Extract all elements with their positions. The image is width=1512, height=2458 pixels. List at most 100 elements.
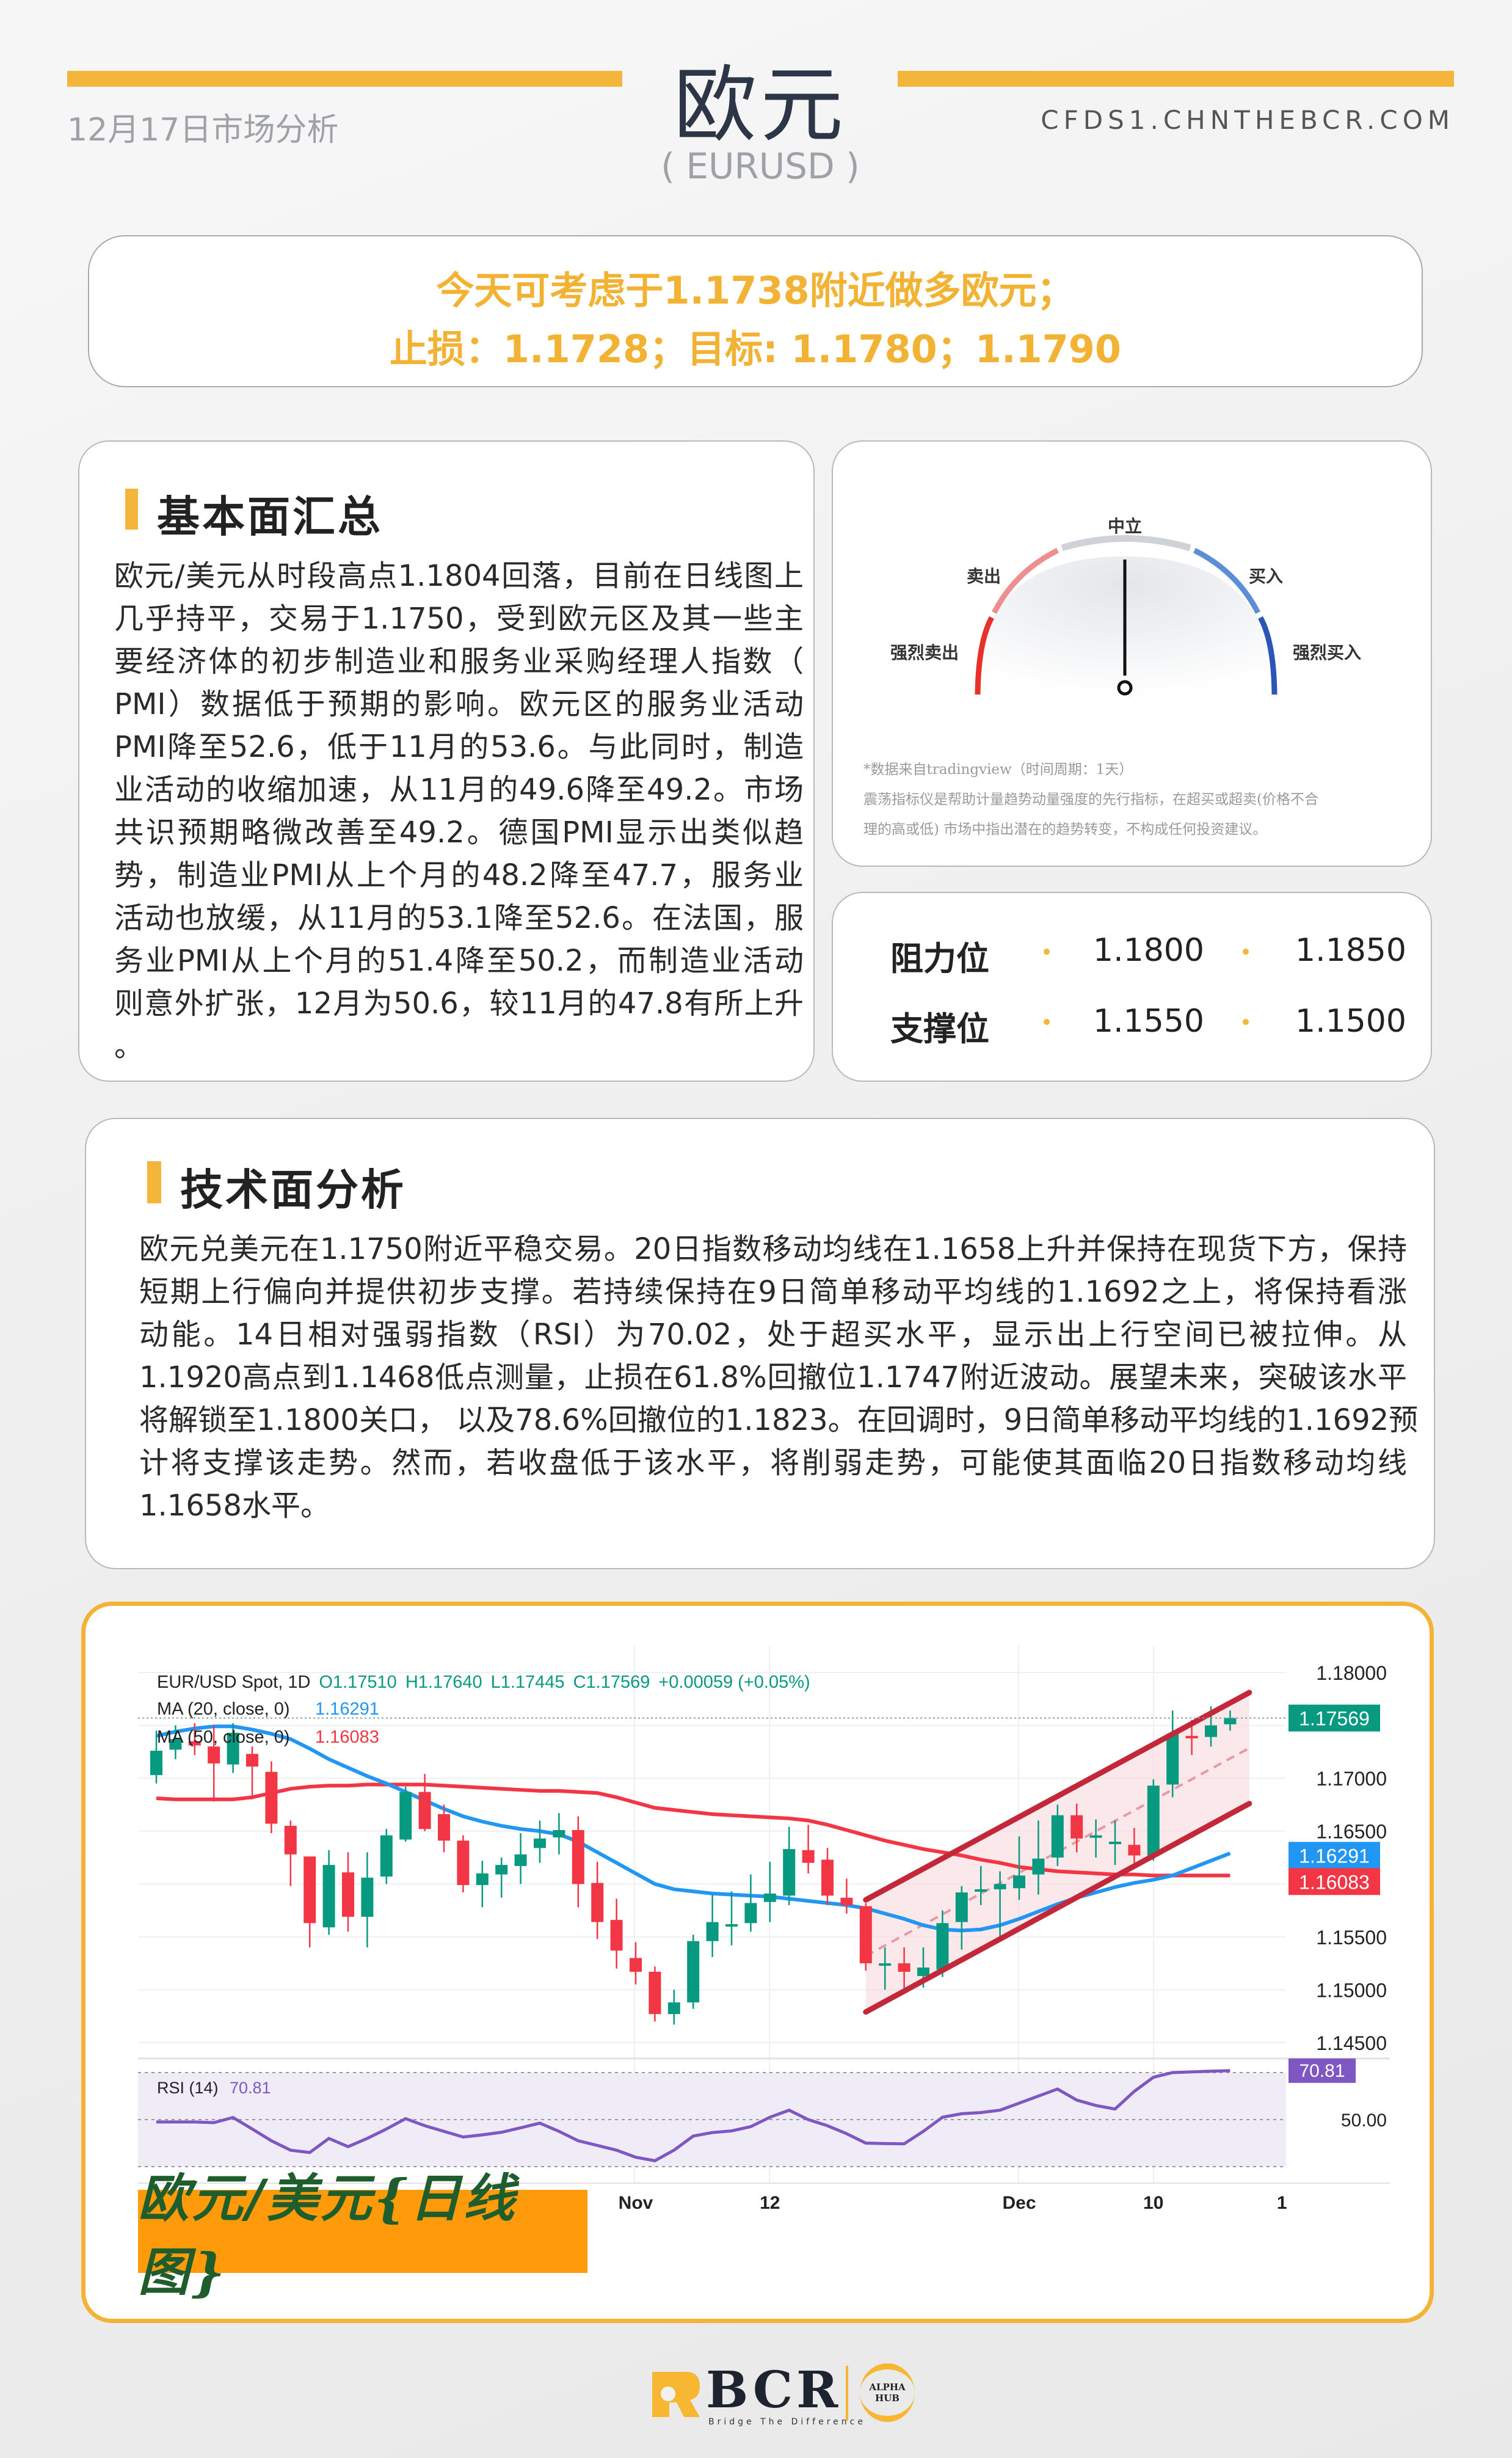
bcr-wordmark: BCR — [706, 2361, 842, 2420]
candle-body — [994, 1884, 1006, 1889]
alpha-hub-badge: ALPHA HUB — [860, 2363, 915, 2422]
chart-caption-text: 欧元/美元{日线图} — [138, 2168, 517, 2302]
x-tick-label: 1 — [1277, 2193, 1287, 2213]
channel-lower-line — [863, 1801, 1252, 2015]
candle-body — [840, 1897, 853, 1905]
candle-body — [725, 1924, 738, 1927]
y-tick-label: 1.15500 — [1316, 1927, 1387, 1949]
technical-heading: 技术面分析 — [180, 1165, 406, 1215]
ma20-badge: 1.16291 — [1299, 1845, 1370, 1867]
fundamentals-heading: 基本面汇总 — [157, 492, 383, 542]
x-tick-label: Nov — [619, 2193, 653, 2213]
x-tick-label: 10 — [1143, 2193, 1163, 2213]
candle-body — [380, 1835, 393, 1877]
ma20-line — [156, 1724, 1231, 1933]
candle-body — [322, 1865, 335, 1928]
candle-body — [744, 1903, 757, 1924]
candle-body — [821, 1859, 834, 1896]
gauge-arc-buy — [1193, 547, 1261, 614]
candle-body — [630, 1958, 642, 1972]
candle-body — [1109, 1842, 1121, 1845]
page-subtitle: ( EURUSD ) — [661, 145, 860, 187]
legend-h: H1.17640 — [405, 1672, 482, 1692]
candle-body — [246, 1754, 258, 1767]
candle-body — [1205, 1725, 1217, 1737]
candle-body — [534, 1838, 546, 1848]
ma50-badge-bg — [1288, 1868, 1380, 1895]
gauge-source-note: *数据来自tradingview（时间周期：1天） — [863, 762, 1133, 778]
y-tick-label: 1.17000 — [1316, 1768, 1387, 1790]
technical-text: 欧元兑美元在1.1750附近平稳交易。20日指数移动均线在1.1658上升并保持… — [139, 1228, 1418, 1527]
candle-body — [898, 1963, 910, 1972]
candle-body — [1224, 1718, 1237, 1724]
bullet-icon — [1243, 1019, 1249, 1025]
candle-body — [1070, 1815, 1083, 1839]
candle-body — [1166, 1734, 1179, 1785]
paragraph-line: 势，制造业PMI从上个月的48.2降至47.7，服务业 — [114, 858, 804, 892]
legend-c: C1.17569 — [573, 1672, 650, 1692]
bcr-logo: BCR Bridge The Difference ALPHA HUB — [652, 2361, 921, 2428]
gauge-label-strong-sell: 强烈卖出 — [890, 643, 959, 663]
paragraph-line: 1.1920高点到1.1468低点测量，止损在61.8%回撤位1.1747附近波… — [139, 1360, 1407, 1395]
candle-body — [975, 1889, 987, 1892]
last-price-badge-bg — [1288, 1704, 1380, 1732]
gauge-label-buy: 买入 — [1248, 566, 1284, 586]
symbol-legend: EUR/USD Spot, 1D O1.17510 H1.17640 L1.17445… — [157, 1672, 810, 1692]
legend-change: +0.00059 (+0.05%) — [658, 1672, 810, 1692]
candle-body — [150, 1751, 162, 1775]
y-tick-label: 1.15000 — [1316, 1979, 1387, 2001]
paragraph-line: 动能。14日相对强弱指数（RSI）为70.02，处于超买水平，显示出上行空间已被… — [139, 1318, 1407, 1352]
x-tick-label: 12 — [760, 2193, 780, 2213]
levels-card — [832, 892, 1432, 1082]
gauge-pivot — [1117, 680, 1133, 696]
rsi-legend-label: RSI (14) — [157, 2079, 219, 2097]
trade-idea-line-1: 今天可考虑于1.1738附近做多欧元； — [436, 268, 1075, 313]
support-label: 支撑位 — [890, 1010, 989, 1048]
candle-body — [706, 1922, 719, 1941]
fundamentals-text: 欧元/美元从时段高点1.1804回落，目前在日线图上 几乎持平，交易于1.1750… — [114, 555, 804, 1068]
candle-body — [1051, 1815, 1064, 1858]
paragraph-line: PMI）数据低于预期的影响。欧元区的服务业活动 — [114, 687, 804, 721]
candle-body — [418, 1792, 431, 1829]
rsi-badge-bg — [1288, 2058, 1356, 2083]
page-title: 欧元 — [674, 57, 847, 154]
logo-divider — [846, 2366, 848, 2421]
gauge-label-sell: 卖出 — [966, 566, 1001, 586]
candle-body — [936, 1923, 949, 1970]
trade-idea-line-2: 止损：1.1728；目标: 1.1780；1.1790 — [389, 327, 1122, 371]
ma50-badge: 1.16083 — [1299, 1871, 1370, 1893]
ma20-legend-label: MA (20, close, 0) — [157, 1699, 290, 1719]
rsi-badge: 70.81 — [1299, 2061, 1345, 2081]
last-price-badge: 1.17569 — [1299, 1708, 1370, 1730]
legend-l: L1.17445 — [491, 1672, 565, 1692]
fundamentals-card — [78, 440, 815, 1082]
bcr-mark-icon — [652, 2372, 700, 2417]
gauge-arc-neutral — [1061, 535, 1191, 552]
ma20-legend-value: 1.16291 — [315, 1699, 379, 1719]
paragraph-line: 几乎持平，交易于1.1750，受到欧元区及其一些主 — [114, 602, 804, 636]
candle-body — [284, 1826, 297, 1854]
y-tick-label: 1.18000 — [1316, 1662, 1387, 1684]
paragraph-line: 计将支撑该走势。然而，若收盘低于该水平，将削弱走势，可能使其面临20日指数移动均… — [139, 1446, 1407, 1480]
header-rule-left — [67, 71, 622, 87]
x-tick-label: Dec — [1002, 2193, 1036, 2213]
paragraph-line: 业活动的收缩加速，从11月的49.6降至49.2。市场 — [114, 773, 804, 807]
alpha-hub-line-2: HUB — [875, 2393, 900, 2404]
technical-heading-bar — [147, 1161, 161, 1203]
support-1: 1.1550 — [1093, 1003, 1204, 1040]
gauge-arc-sell — [991, 547, 1059, 614]
sentiment-gauge — [975, 535, 1278, 697]
gauge-label-strong-buy: 强烈买入 — [1292, 643, 1362, 663]
alpha-hub-line-1: ALPHA — [869, 2382, 906, 2393]
ma20-badge-bg — [1288, 1842, 1380, 1869]
resistance-1: 1.1800 — [1093, 932, 1204, 969]
candle-body — [879, 1963, 892, 1966]
candle-body — [553, 1829, 565, 1838]
site-url: CFDS1.CHNTHEBCR.COM — [1041, 105, 1455, 135]
candle-body — [763, 1893, 776, 1902]
resistance-label: 阻力位 — [890, 939, 989, 978]
candle-body — [514, 1854, 527, 1866]
candle-body — [1089, 1835, 1102, 1838]
candle-body — [457, 1840, 470, 1886]
support-2: 1.1500 — [1295, 1003, 1406, 1040]
